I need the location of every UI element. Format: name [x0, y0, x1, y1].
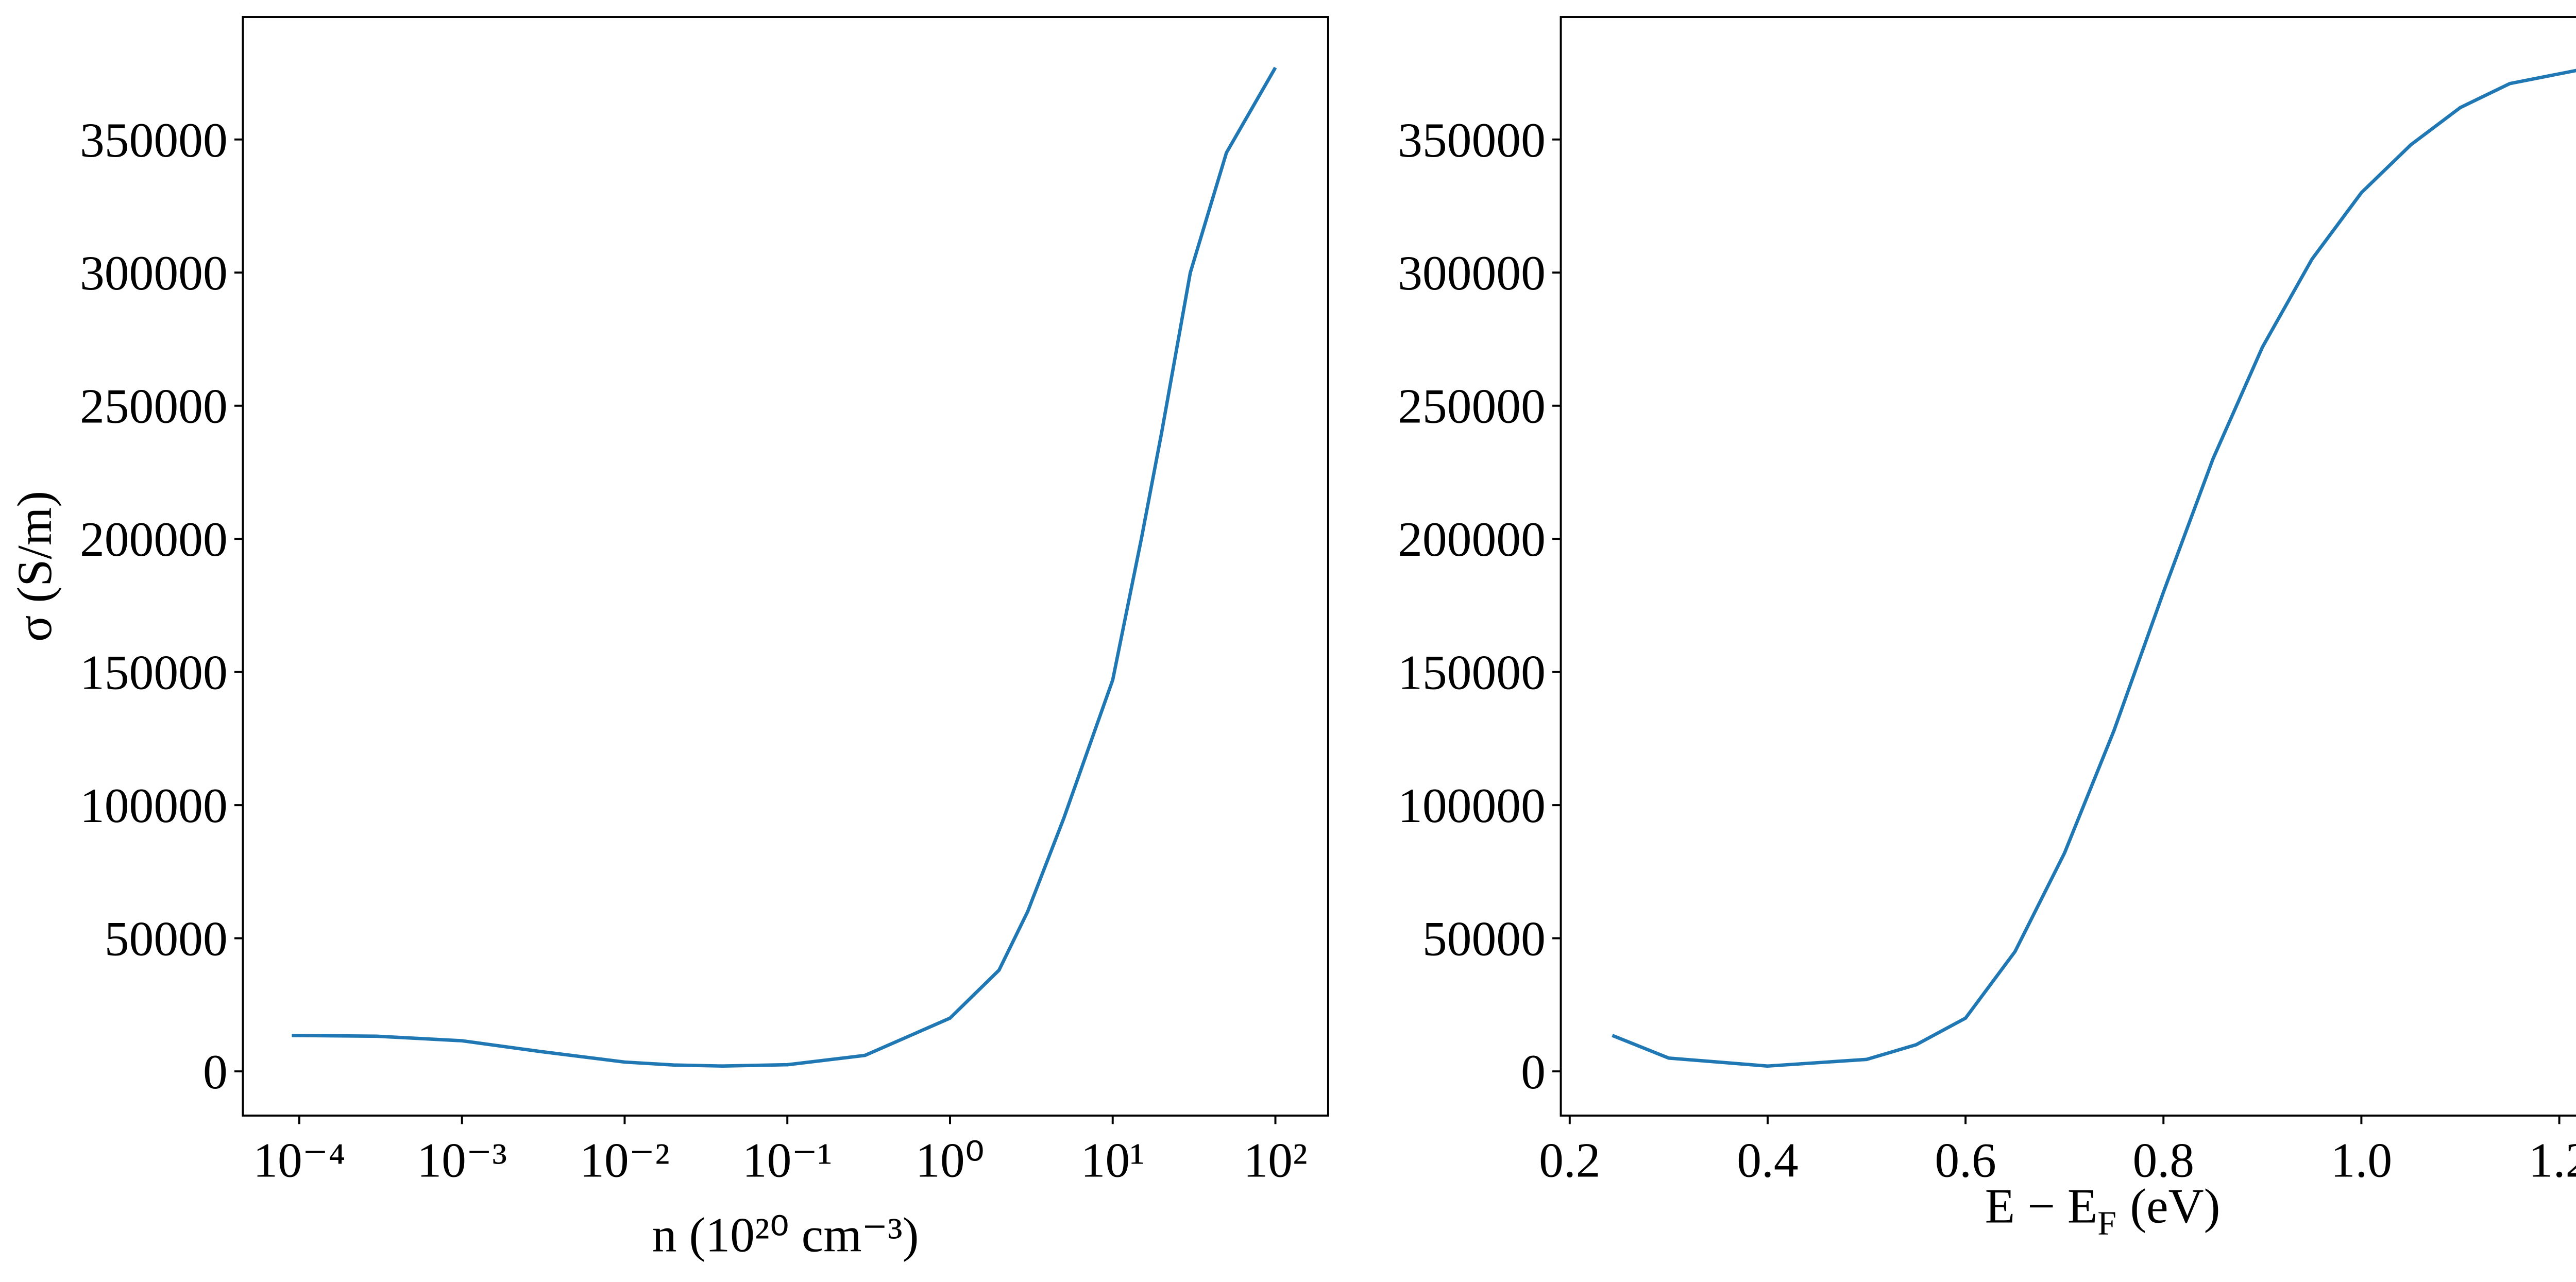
- x-tick-label: 0.6: [1935, 1133, 1996, 1188]
- x-axis-label: E − EF (eV): [1985, 1179, 2221, 1242]
- x-tick-label: 10⁻⁴: [253, 1133, 345, 1188]
- x-tick-label: 10²: [1243, 1133, 1307, 1188]
- x-tick-label: 0.4: [1737, 1133, 1799, 1188]
- y-tick-label: 250000: [1398, 379, 1546, 434]
- y-tick-label: 250000: [80, 379, 228, 434]
- y-tick-label: 200000: [80, 512, 228, 567]
- y-tick-label: 50000: [105, 912, 228, 966]
- y-axis-label: σ (S/m): [7, 491, 62, 642]
- y-tick-label: 0: [203, 1045, 228, 1099]
- x-tick-label: 1.2: [2529, 1133, 2576, 1188]
- y-tick-label: 200000: [1398, 512, 1546, 567]
- x-tick-label: 0.2: [1539, 1133, 1601, 1188]
- x-tick-label: 10¹: [1081, 1133, 1145, 1188]
- y-tick-label: 350000: [1398, 113, 1546, 167]
- x-axis-label-sub: F: [2097, 1205, 2116, 1242]
- x-tick-label: 10⁻²: [580, 1133, 670, 1188]
- x-tick-label: 1.0: [2331, 1133, 2393, 1188]
- x-tick-label: 0.8: [2133, 1133, 2195, 1188]
- y-tick-label: 50000: [1422, 912, 1546, 966]
- x-axis-label-unit: (eV): [2130, 1179, 2220, 1234]
- data-line: [1612, 69, 2576, 1068]
- axes-frame: [1560, 16, 2576, 1117]
- y-tick-label: 300000: [1398, 246, 1546, 300]
- x-tick-label: 10⁻³: [417, 1133, 507, 1188]
- y-tick-label: 150000: [80, 645, 228, 700]
- y-tick-label: 300000: [80, 246, 228, 300]
- x-axis-label: n (10²⁰ cm⁻³): [652, 1208, 919, 1262]
- y-tick-label: 100000: [80, 778, 228, 833]
- y-tick-label: 0: [1521, 1045, 1546, 1099]
- x-axis-label-main: E − E: [1985, 1179, 2098, 1234]
- x-tick-label: 10⁻¹: [742, 1133, 833, 1188]
- x-tick-label: 10⁰: [916, 1133, 985, 1188]
- y-tick-label: 100000: [1398, 778, 1546, 833]
- data-line: [292, 66, 1277, 1068]
- axes-frame: [242, 16, 1329, 1117]
- y-tick-label: 150000: [1398, 645, 1546, 700]
- y-tick-label: 350000: [80, 113, 228, 167]
